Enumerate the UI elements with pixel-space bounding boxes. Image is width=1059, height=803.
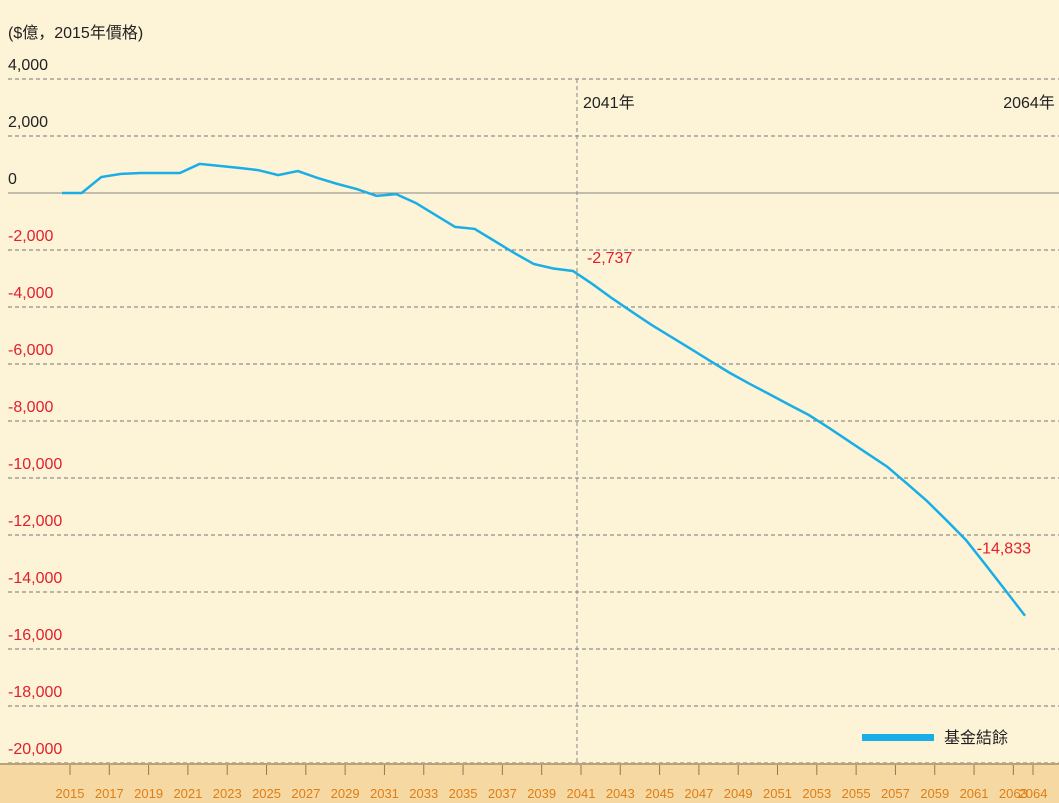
y-tick-label: -20,000 [8,741,62,758]
x-tick-label: 2039 [527,786,556,801]
y-tick-label: -14,000 [8,570,62,587]
x-tick-label: 2055 [842,786,871,801]
x-axis-band [0,765,1059,803]
marker-label: 2064年 [1003,94,1055,112]
x-tick-label: 2033 [409,786,438,801]
marker-label: 2041年 [583,94,635,112]
x-tick-label: 2027 [291,786,320,801]
y-tick-label: -18,000 [8,684,62,701]
x-tick-label: 2045 [645,786,674,801]
x-tick-label: 2037 [488,786,517,801]
y-tick-label: -10,000 [8,456,62,473]
y-tick-label: -8,000 [8,399,53,416]
x-tick-label: 2021 [173,786,202,801]
x-tick-label: 2017 [95,786,124,801]
x-tick-label: 2029 [331,786,360,801]
x-tick-label: 2047 [684,786,713,801]
x-tick-label: 2043 [606,786,635,801]
x-tick-label: 2035 [449,786,478,801]
y-tick-label: -16,000 [8,627,62,644]
x-tick-label: 2057 [881,786,910,801]
y-axis-label: ($億，2015年價格) [8,24,143,42]
y-tick-label: 4,000 [8,57,48,74]
x-tick-label: 2031 [370,786,399,801]
x-tick-label: 2059 [920,786,949,801]
data-label: -14,833 [977,541,1031,558]
y-tick-label: 0 [8,171,17,188]
x-tick-label: 2051 [763,786,792,801]
x-tick-label: 2061 [960,786,989,801]
x-tick-label: 2025 [252,786,281,801]
y-tick-label: -6,000 [8,342,53,359]
legend-swatch [862,734,934,741]
y-tick-label: -4,000 [8,285,53,302]
line [62,162,1026,617]
y-tick-label: 2,000 [8,114,48,131]
legend-label: 基金結餘 [944,729,1008,747]
x-tick-label: 2049 [724,786,753,801]
x-tick-label: 2015 [56,786,85,801]
x-tick-label: 2023 [213,786,242,801]
data-label: -2,737 [587,250,632,267]
x-tick-label: 2063 [999,786,1028,801]
x-tick-label: 2019 [134,786,163,801]
y-tick-label: -12,000 [8,513,62,530]
x-tick-label: 2064 [1019,786,1048,801]
y-tick-label: -2,000 [8,228,53,245]
x-tick-label: 2053 [802,786,831,801]
x-tick-label: 2041 [567,786,596,801]
